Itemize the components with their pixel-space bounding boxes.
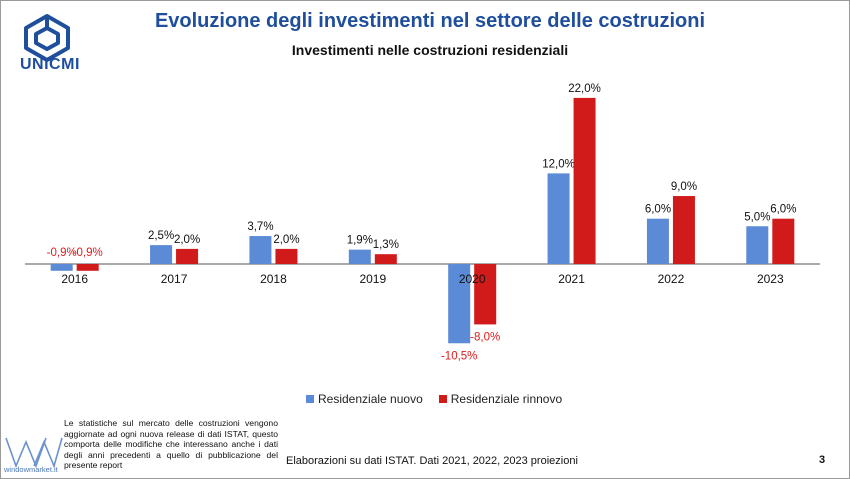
- page-number: 3: [819, 454, 826, 466]
- legend-item-nuovo: Residenziale nuovo: [306, 392, 423, 406]
- chart-title: Investimenti nelle costruzioni residenzi…: [291, 42, 569, 58]
- legend-label-rinnovo: Residenziale rinnovo: [450, 392, 563, 406]
- x-tick-label-2016: 2016: [61, 272, 88, 286]
- bar-rinnovo-2021: [573, 97, 596, 265]
- data-label-nuovo-2020: -10,5%: [441, 350, 477, 362]
- bar-rinnovo-2017: [176, 248, 199, 264]
- legend-label-nuovo: Residenziale nuovo: [318, 392, 423, 406]
- bar-rinnovo-2022: [672, 196, 695, 264]
- data-label-rinnovo-2019: 1,3%: [373, 239, 399, 251]
- bar-rinnovo-2016: [76, 264, 99, 271]
- data-label-rinnovo-2021: 22,0%: [568, 83, 601, 95]
- bar-rinnovo-2020: [474, 264, 497, 325]
- data-label-rinnovo-2020: -8,0%: [470, 331, 500, 343]
- logo-text: UNICMI: [20, 56, 80, 73]
- data-label-rinnovo-2017: 2,0%: [174, 234, 200, 246]
- page-title: Evoluzione degli investimenti nel settor…: [154, 10, 706, 32]
- bar-rinnovo-2018: [275, 248, 298, 264]
- x-tick-label-2020: 2020: [459, 272, 486, 286]
- bar-nuovo-2018: [249, 236, 272, 264]
- chart-legend: Residenziale nuovo Residenziale rinnovo: [306, 392, 562, 406]
- data-label-nuovo-2016: -0,9%: [47, 247, 77, 259]
- windowmarket-logo-icon: [5, 437, 63, 468]
- x-tick-label-2019: 2019: [359, 272, 386, 286]
- legend-swatch-rinnovo: [438, 395, 447, 403]
- bar-nuovo-2023: [746, 226, 769, 264]
- x-tick-label-2021: 2021: [558, 272, 585, 286]
- bar-nuovo-2020: [448, 264, 471, 344]
- bar-nuovo-2019: [348, 249, 371, 264]
- data-label-nuovo-2019: 1,9%: [347, 235, 373, 247]
- bar-nuovo-2022: [646, 218, 669, 264]
- bar-nuovo-2017: [150, 245, 173, 264]
- data-label-nuovo-2023: 5,0%: [744, 211, 770, 223]
- data-label-nuovo-2022: 6,0%: [645, 204, 671, 216]
- x-tick-label-2022: 2022: [658, 272, 685, 286]
- legend-item-rinnovo: Residenziale rinnovo: [438, 392, 563, 406]
- data-label-nuovo-2017: 2,5%: [148, 230, 174, 242]
- x-tick-label-2017: 2017: [161, 272, 188, 286]
- data-label-rinnovo-2023: 6,0%: [770, 204, 796, 216]
- data-label-rinnovo-2018: 2,0%: [273, 234, 299, 246]
- bar-rinnovo-2019: [374, 254, 397, 264]
- unicmi-logo-icon: [24, 14, 70, 62]
- x-tick-label-2023: 2023: [757, 272, 784, 286]
- disclaimer-note: Le statistiche sul mercato delle costruz…: [64, 418, 278, 471]
- bar-rinnovo-2023: [772, 218, 795, 264]
- data-label-nuovo-2021: 12,0%: [542, 158, 575, 170]
- legend-swatch-nuovo: [306, 395, 314, 403]
- brand-text: windowmarket.it: [4, 465, 58, 474]
- data-label-rinnovo-2016: -0,9%: [73, 247, 103, 259]
- source-note: Elaborazioni su dati ISTAT. Dati 2021, 2…: [286, 455, 578, 467]
- bar-nuovo-2021: [547, 173, 570, 264]
- data-label-nuovo-2018: 3,7%: [247, 221, 273, 233]
- data-label-rinnovo-2022: 9,0%: [671, 181, 697, 193]
- x-tick-label-2018: 2018: [260, 272, 287, 286]
- bar-nuovo-2016: [50, 264, 73, 271]
